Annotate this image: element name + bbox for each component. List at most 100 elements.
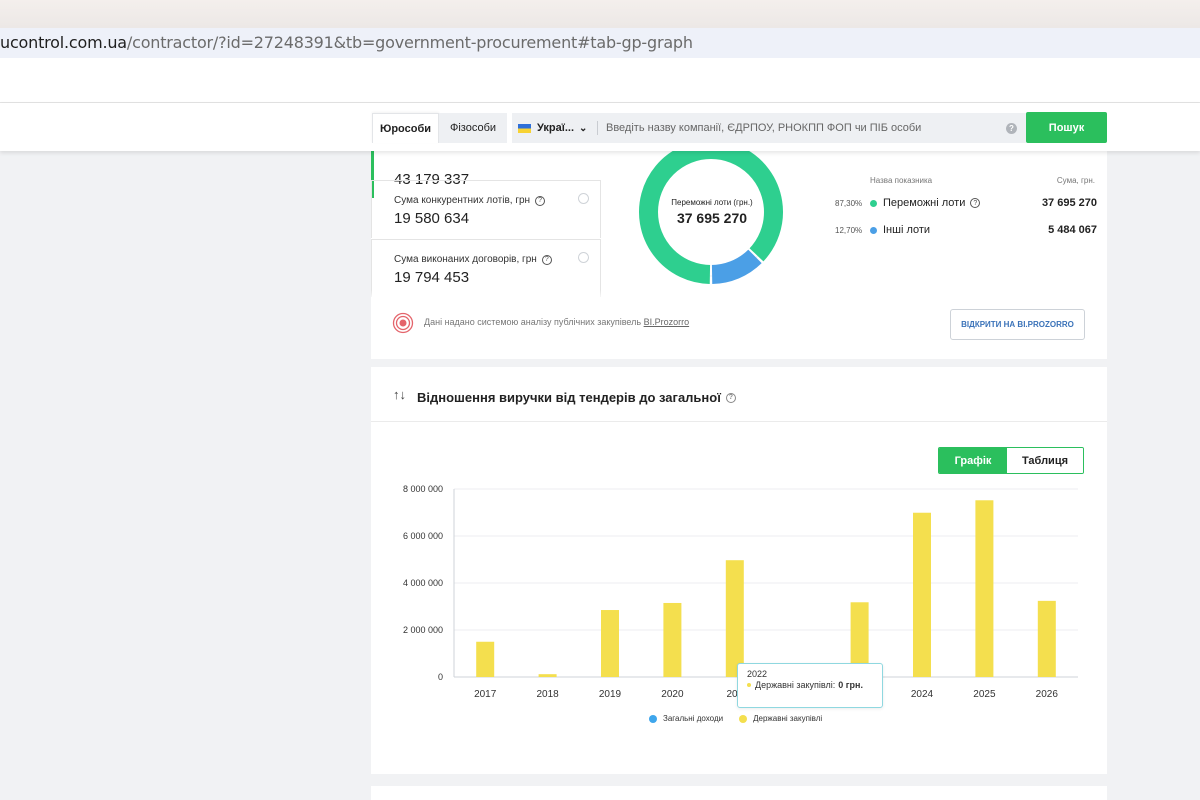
stat-total[interactable]: 43 179 337 — [371, 150, 601, 198]
ukraine-flag-icon — [518, 123, 531, 133]
help-icon[interactable]: ? — [970, 198, 981, 208]
legend-name: Інші лоти — [883, 224, 931, 236]
stat-competitive-label: Сума конкурентних лотів, грн? — [394, 195, 546, 206]
y-tick-label: 6 000 000 — [403, 531, 443, 541]
site-header: Юрособи Фізособи Украї... ⌄ ? Пошук — [0, 103, 1200, 151]
legend-item-total-income[interactable]: Загальні доходи — [649, 714, 723, 723]
bar-2019[interactable] — [601, 610, 619, 677]
legend-pct: 87,30% — [835, 198, 863, 208]
stat-completed-contracts[interactable]: Сума виконаних договорів, грн? 19 794 45… — [371, 239, 601, 297]
donut-slice-win[interactable] — [639, 141, 783, 284]
stat-completed-label-text: Сума виконаних договорів, грн — [394, 254, 537, 265]
bar-2021[interactable] — [725, 560, 744, 677]
bar-2018[interactable] — [538, 674, 557, 677]
stat-competitive-value: 19 580 634 — [394, 210, 470, 227]
legend-amount: 37 695 270 — [1041, 197, 1097, 209]
search-button[interactable]: Пошук — [1026, 112, 1107, 143]
bar-2024[interactable] — [913, 512, 931, 677]
source-link[interactable]: BI.Prozorro — [643, 317, 690, 327]
sort-arrows-icon[interactable]: ↑↓ — [393, 387, 406, 402]
url-host: ucontrol.com.ua — [0, 33, 127, 52]
search-divider — [597, 121, 598, 135]
bar-2026[interactable] — [1037, 600, 1056, 677]
legend-dot — [870, 199, 877, 207]
tooltip-dot — [747, 683, 751, 687]
toggle-graph-button[interactable]: Графік — [939, 448, 1007, 473]
bar-2020[interactable] — [663, 602, 682, 677]
legend-amount: 5 484 067 — [1048, 224, 1097, 236]
card-header: ↑↓ Відношення виручки від тендерів до за… — [371, 367, 1107, 422]
bar-2017[interactable] — [476, 641, 495, 677]
browser-tab-strip — [0, 0, 1200, 28]
donut-slice-other[interactable] — [711, 248, 762, 284]
y-tick-label: 8 000 000 — [403, 484, 443, 494]
stat-total-value: 43 179 337 — [394, 171, 470, 188]
donut-center-label: Переможні лоти (грн.) 37 695 270 — [639, 198, 785, 226]
tooltip-series: Державні закупівлі: — [755, 680, 836, 690]
chevron-down-icon: ⌄ — [579, 122, 588, 134]
bar-2025[interactable] — [975, 500, 994, 677]
legend-name: Переможні лоти? — [883, 197, 981, 209]
country-label: Украї... — [537, 122, 575, 134]
revenue-bar-chart[interactable]: 0 2 000 000 4 000 000 6 000 000 8 000 000 201… — [371, 477, 1107, 707]
stat-competitive-label-text: Сума конкурентних лотів, грн — [394, 195, 531, 206]
prozorro-logo-icon — [392, 312, 414, 334]
legend-pct: 12,70% — [835, 225, 863, 235]
x-tick-label: 2024 — [911, 689, 934, 700]
url-text[interactable]: ucontrol.com.ua/contractor/?id=27248391&… — [0, 33, 693, 52]
help-icon[interactable]: ? — [725, 392, 736, 403]
chart-legend: Загальні доходи Державні закупівлі — [649, 714, 838, 723]
x-tick-label: 2025 — [973, 689, 996, 700]
view-toggle: Графік Таблиця — [938, 447, 1084, 474]
stat-competitive-lots[interactable]: Сума конкурентних лотів, грн? 19 580 634 — [371, 180, 601, 238]
legend-dot — [870, 226, 877, 234]
x-tick-label: 2017 — [474, 689, 497, 700]
section-title-text: Відношення виручки від тендерів до загал… — [417, 390, 721, 405]
stat-completed-value: 19 794 453 — [394, 269, 470, 286]
legend-name-text: Переможні лоти — [883, 197, 966, 209]
help-icon[interactable]: ? — [1006, 123, 1017, 134]
tooltip-value: 0 грн. — [838, 680, 863, 690]
bar-2023[interactable] — [850, 602, 869, 677]
bookmarks-bar — [0, 58, 1200, 103]
source-note: Дані надано системою аналізу публічних з… — [424, 317, 689, 327]
legend-row-win[interactable]: 87,30% Переможні лоти? 37 695 270 — [835, 196, 1097, 210]
legend-row-other[interactable]: 12,70% Інші лоти 5 484 067 — [835, 223, 1097, 237]
legend-label: Загальні доходи — [663, 714, 724, 723]
next-card — [371, 786, 1107, 800]
donut-chart[interactable] — [636, 141, 786, 291]
legend-label: Державні закупівлі — [753, 714, 823, 723]
x-tick-label: 2020 — [661, 689, 684, 700]
radio-button[interactable] — [578, 252, 589, 263]
help-icon[interactable]: ? — [541, 254, 552, 265]
search-input[interactable] — [606, 113, 986, 143]
legend-dot — [649, 714, 657, 723]
tab-individuals[interactable]: Фізособи — [439, 113, 507, 143]
chart-tooltip: 2022 Державні закупівлі: 0 грн. — [737, 663, 883, 708]
address-bar[interactable]: ucontrol.com.ua/contractor/?id=27248391&… — [0, 28, 1200, 58]
revenue-ratio-card: ↑↓ Відношення виручки від тендерів до за… — [371, 367, 1107, 774]
toggle-table-button[interactable]: Таблиця — [1007, 448, 1083, 473]
source-note-text: Дані надано системою аналізу публічних з… — [424, 317, 642, 327]
tab-legal-entities[interactable]: Юрособи — [372, 113, 439, 143]
x-tick-label: 2018 — [536, 689, 559, 700]
legend-item-procurement[interactable]: Державні закупівлі — [739, 714, 822, 723]
url-path: /contractor/?id=27248391&tb=government-p… — [126, 33, 693, 52]
x-tick-label: 2026 — [1036, 689, 1059, 700]
donut-center-value: 37 695 270 — [676, 210, 748, 226]
donut-center-title: Переможні лоти (грн.) — [671, 198, 753, 207]
help-icon[interactable]: ? — [535, 195, 546, 206]
tooltip-year: 2022 — [747, 669, 768, 679]
x-tick-label: 2019 — [599, 689, 622, 700]
procurement-summary-card: 43 179 337 Сума конкурентних лотів, грн?… — [371, 130, 1107, 359]
y-tick-label: 0 — [438, 672, 443, 682]
y-tick-label: 2 000 000 — [403, 625, 443, 635]
radio-button[interactable] — [578, 193, 589, 204]
x-tick-label: 202 — [726, 689, 743, 700]
legend-dot — [739, 714, 748, 723]
country-select[interactable]: Украї... ⌄ — [518, 113, 587, 143]
open-bi-prozorro-button[interactable]: ВІДКРИТИ НА BI.PROZORRO — [950, 309, 1085, 340]
search-bar: Украї... ⌄ ? — [512, 113, 1026, 143]
legend-header-sum: Сума, грн. — [1056, 176, 1095, 185]
scroll-fade — [371, 290, 603, 300]
